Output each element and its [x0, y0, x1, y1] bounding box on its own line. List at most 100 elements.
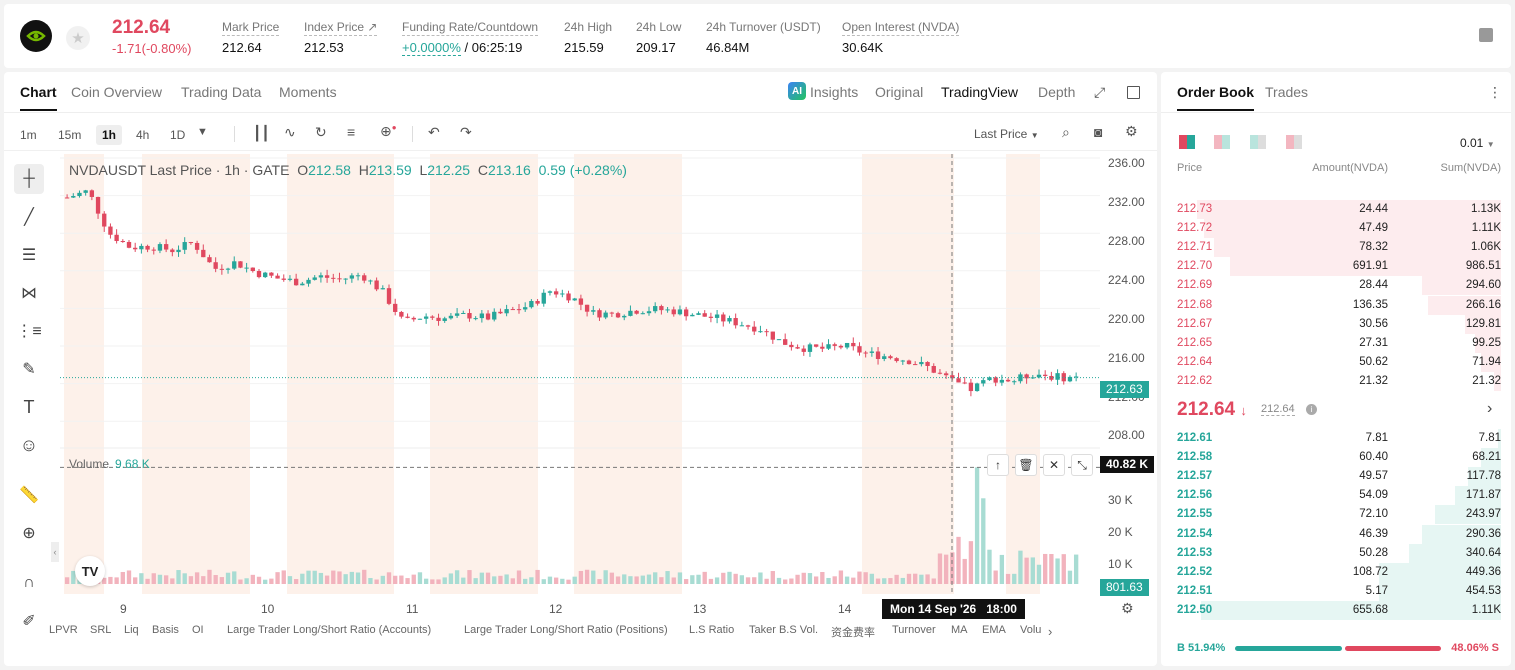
- indicator-ls-accounts[interactable]: Large Trader Long/Short Ratio (Accounts): [227, 624, 432, 636]
- indicator-liq[interactable]: Liq: [124, 624, 139, 636]
- view-bids-icon[interactable]: [1250, 135, 1266, 149]
- indicator-ls-ratio[interactable]: L.S Ratio: [689, 624, 735, 636]
- bid-row[interactable]: 212.54 46.39 290.36: [1161, 524, 1511, 544]
- view-both-icon[interactable]: [1179, 135, 1195, 149]
- ask-row[interactable]: 212.69 28.44 294.60: [1161, 276, 1511, 296]
- emoji-tool-icon[interactable]: ☺: [19, 434, 39, 455]
- bid-row[interactable]: 212.56 54.09 171.87: [1161, 486, 1511, 506]
- tab-trading-data[interactable]: Trading Data: [181, 84, 262, 100]
- tab-chart[interactable]: Chart: [20, 84, 57, 111]
- indicator-ema[interactable]: EMA: [982, 624, 1006, 636]
- undo-icon[interactable]: ↶: [428, 124, 440, 140]
- interval-1h[interactable]: 1h: [96, 125, 123, 145]
- x-tick: 11: [406, 602, 419, 616]
- indicator-taker-vol[interactable]: Taker B.S Vol.: [749, 624, 819, 636]
- view-split-icon[interactable]: [1214, 135, 1230, 149]
- indicator-basis[interactable]: Basis: [152, 624, 179, 636]
- pattern-tool-icon[interactable]: ⋈: [21, 285, 37, 302]
- ruler-tool-icon[interactable]: 📏: [19, 487, 39, 504]
- crosshair-tool-icon[interactable]: ┼: [14, 164, 44, 194]
- favorite-star-icon[interactable]: ★: [66, 26, 90, 50]
- axis-settings-icon[interactable]: ⚙: [1121, 600, 1134, 616]
- ask-row[interactable]: 212.68 136.35 266.16: [1161, 295, 1511, 315]
- tab-moments[interactable]: Moments: [279, 84, 337, 100]
- add-alert-icon[interactable]: ⊕●: [380, 123, 397, 139]
- tab-depth[interactable]: Depth: [1038, 84, 1076, 100]
- indicator-srl[interactable]: SRL: [90, 624, 112, 636]
- search-icon[interactable]: ⌕: [1062, 124, 1070, 140]
- text-tool-icon[interactable]: T: [23, 396, 35, 417]
- ask-row[interactable]: 212.65 27.31 99.25: [1161, 333, 1511, 353]
- maximize-pane-icon[interactable]: ⤡: [1071, 454, 1093, 476]
- chevron-right-icon[interactable]: ›: [1487, 400, 1493, 417]
- tab-tradingview[interactable]: TradingView: [941, 84, 1019, 100]
- precision-select[interactable]: 0.01 ▼: [1460, 136, 1495, 150]
- horizontal-lines-tool-icon[interactable]: ☰: [21, 247, 37, 264]
- candle-type-icon[interactable]: ┃┃: [253, 125, 270, 141]
- expand-icon[interactable]: ⤢: [1094, 84, 1106, 100]
- bid-row[interactable]: 212.52 108.72 449.36: [1161, 562, 1511, 582]
- settings-gear-icon[interactable]: ⚙: [1125, 123, 1138, 139]
- templates-icon[interactable]: ≡: [347, 124, 356, 140]
- bid-row[interactable]: 212.53 50.28 340.64: [1161, 543, 1511, 563]
- bid-row[interactable]: 212.51 5.17 454.53: [1161, 581, 1511, 601]
- interval-dropdown-icon[interactable]: ▼: [197, 126, 208, 138]
- stat-index-price[interactable]: Index Price ↗ 212.53: [304, 20, 378, 55]
- tab-original[interactable]: Original: [875, 84, 924, 100]
- bid-row[interactable]: 212.58 60.40 68.21: [1161, 448, 1511, 468]
- redo-icon[interactable]: ↷: [460, 124, 472, 140]
- indicator-funding-rate[interactable]: 资金费率: [831, 627, 875, 639]
- indicator-scroll-right-icon[interactable]: ›: [1048, 624, 1053, 639]
- tab-coin-overview[interactable]: Coin Overview: [71, 84, 163, 100]
- collapse-pane-icon[interactable]: ✕: [1043, 454, 1065, 476]
- price-axis[interactable]: 236.00 232.00 228.00 224.00 220.00 216.0…: [1100, 154, 1157, 594]
- more-options-icon[interactable]: ⋮: [1488, 84, 1502, 100]
- collapse-toolbar-icon[interactable]: ‹: [51, 542, 59, 562]
- ask-row[interactable]: 212.62 21.32 21.32: [1161, 371, 1511, 391]
- tab-insights[interactable]: Insights: [810, 84, 859, 100]
- move-up-icon[interactable]: ↑: [987, 454, 1009, 476]
- interval-1m[interactable]: 1m: [20, 128, 37, 142]
- interval-15m[interactable]: 15m: [58, 128, 82, 142]
- indicators-icon[interactable]: ∿: [284, 124, 296, 140]
- ask-row[interactable]: 212.64 50.62 71.94: [1161, 352, 1511, 372]
- bid-row[interactable]: 212.61 7.81 7.81: [1161, 429, 1511, 448]
- price-type-select[interactable]: Last Price ▼: [974, 127, 1039, 141]
- indicator-ma[interactable]: MA: [951, 624, 968, 636]
- indicator-ls-positions[interactable]: Large Trader Long/Short Ratio (Positions…: [464, 624, 668, 636]
- camera-icon[interactable]: ◙: [1094, 124, 1103, 140]
- ask-row[interactable]: 212.72 47.49 1.11K: [1161, 219, 1511, 239]
- candle-body: [219, 268, 225, 270]
- delete-icon[interactable]: 🗑: [1015, 454, 1037, 476]
- notebook-icon[interactable]: [1479, 28, 1493, 42]
- magnet-tool-icon[interactable]: ∩: [23, 574, 35, 591]
- ask-row[interactable]: 212.71 78.32 1.06K: [1161, 238, 1511, 258]
- ask-row[interactable]: 212.67 30.56 129.81: [1161, 314, 1511, 334]
- zoom-in-tool-icon[interactable]: ⊕: [22, 525, 36, 542]
- bid-row[interactable]: 212.57 49.57 117.78: [1161, 467, 1511, 487]
- interval-4h[interactable]: 4h: [136, 128, 150, 142]
- price-chart[interactable]: [60, 154, 1100, 594]
- tab-trades[interactable]: Trades: [1265, 84, 1309, 100]
- vol-tick: 10 K: [1108, 557, 1133, 571]
- ask-row[interactable]: 212.73 24.44 1.13K: [1161, 200, 1511, 219]
- tradingview-logo[interactable]: TV: [75, 556, 105, 586]
- compare-icon[interactable]: ↻: [315, 124, 327, 140]
- indicator-turnover[interactable]: Turnover: [892, 624, 936, 636]
- bid-row[interactable]: 212.55 72.10 243.97: [1161, 505, 1511, 525]
- tab-order-book[interactable]: Order Book: [1177, 84, 1255, 111]
- mark-info-icon[interactable]: i: [1306, 404, 1317, 415]
- interval-1d[interactable]: 1D: [170, 128, 186, 142]
- trend-line-tool-icon[interactable]: ╱: [24, 209, 34, 226]
- edit-tool-icon[interactable]: ✐: [22, 613, 36, 630]
- view-asks-icon[interactable]: [1286, 135, 1302, 149]
- brush-tool-icon[interactable]: ✎: [22, 361, 36, 378]
- fib-tool-icon[interactable]: ⋮≡: [16, 323, 42, 340]
- window-icon[interactable]: [1127, 86, 1140, 99]
- bid-row[interactable]: 212.50 655.68 1.11K: [1161, 600, 1511, 620]
- ask-row[interactable]: 212.70 691.91 986.51: [1161, 257, 1511, 277]
- indicator-oi[interactable]: OI: [192, 624, 204, 636]
- ai-insights-icon[interactable]: AI: [788, 82, 806, 100]
- indicator-lpvr[interactable]: LPVR: [49, 624, 78, 636]
- indicator-volume[interactable]: Volu: [1020, 624, 1042, 636]
